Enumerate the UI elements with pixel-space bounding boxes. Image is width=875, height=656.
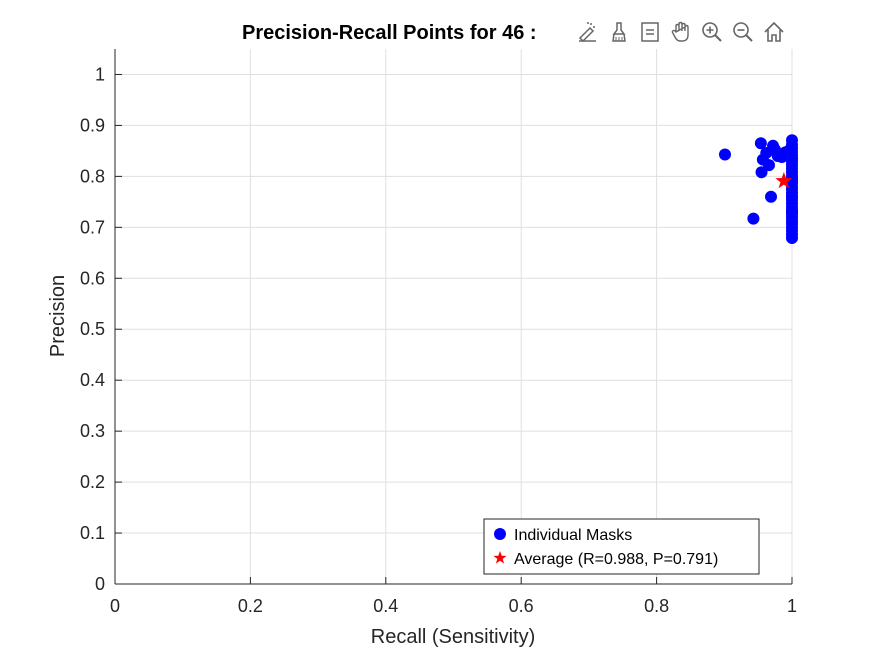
individual-mask-point [762,159,775,172]
individual-mask-point [786,190,798,203]
zoom-in-icon[interactable] [696,16,727,48]
restore-view-icon[interactable] [634,16,665,48]
chart-title: Precision-Recall Points for 46 : [242,22,537,44]
individual-mask-point [786,206,798,219]
y-tick-label: 0.1 [80,523,105,543]
legend-marker-individual-masks [494,528,506,540]
y-tick-label: 0.5 [80,319,105,339]
y-tick-label: 0.6 [80,268,105,288]
y-tick-label: 0 [95,574,105,594]
home-icon[interactable] [758,16,789,48]
individual-mask-point [755,166,768,179]
y-tick-label: 0.3 [80,421,105,441]
pan-icon[interactable] [665,16,696,48]
y-axis-label: Precision [47,275,69,357]
zoom-out-icon[interactable] [727,16,758,48]
x-axis-label: Recall (Sensitivity) [371,626,535,648]
y-tick-label: 0.9 [80,115,105,135]
individual-mask-point [718,148,731,161]
x-tick-label: 0.2 [238,596,263,616]
brush-icon[interactable] [603,16,634,48]
y-tick-label: 1 [95,64,105,84]
legend-label-individual-masks: Individual Masks [514,527,632,544]
legend-box [483,518,760,575]
y-tick-label: 0.7 [80,217,105,237]
y-tick-label: 0.8 [80,166,105,186]
individual-mask-point [765,190,778,203]
x-axis-ticks: 0 0.2 0.4 0.6 0.8 1 [110,577,797,616]
x-tick-label: 1 [787,596,797,616]
axes-toolbar [572,16,789,48]
data-tips-icon[interactable] [572,16,603,48]
x-tick-label: 0.6 [509,596,534,616]
axes [114,49,792,585]
y-axis-ticks: 0 0.1 0.2 0.3 0.4 0.5 0.6 0.7 0.8 0.9 1 [80,64,122,594]
x-tick-label: 0.4 [373,596,398,616]
individual-mask-point [786,232,798,245]
individual-mask-point [747,212,760,225]
individual-mask-point [754,137,767,150]
legend: Individual Masks Average (R=0.988, P=0.7… [483,518,760,575]
data-points [718,134,798,245]
x-tick-label: 0.8 [644,596,669,616]
y-tick-label: 0.4 [80,370,105,390]
grid-lines [114,49,793,585]
legend-label-average: Average (R=0.988, P=0.791) [514,551,718,568]
legend-marker-average [493,551,507,564]
average-point [775,171,793,189]
y-tick-label: 0.2 [80,472,105,492]
x-tick-label: 0 [110,596,120,616]
